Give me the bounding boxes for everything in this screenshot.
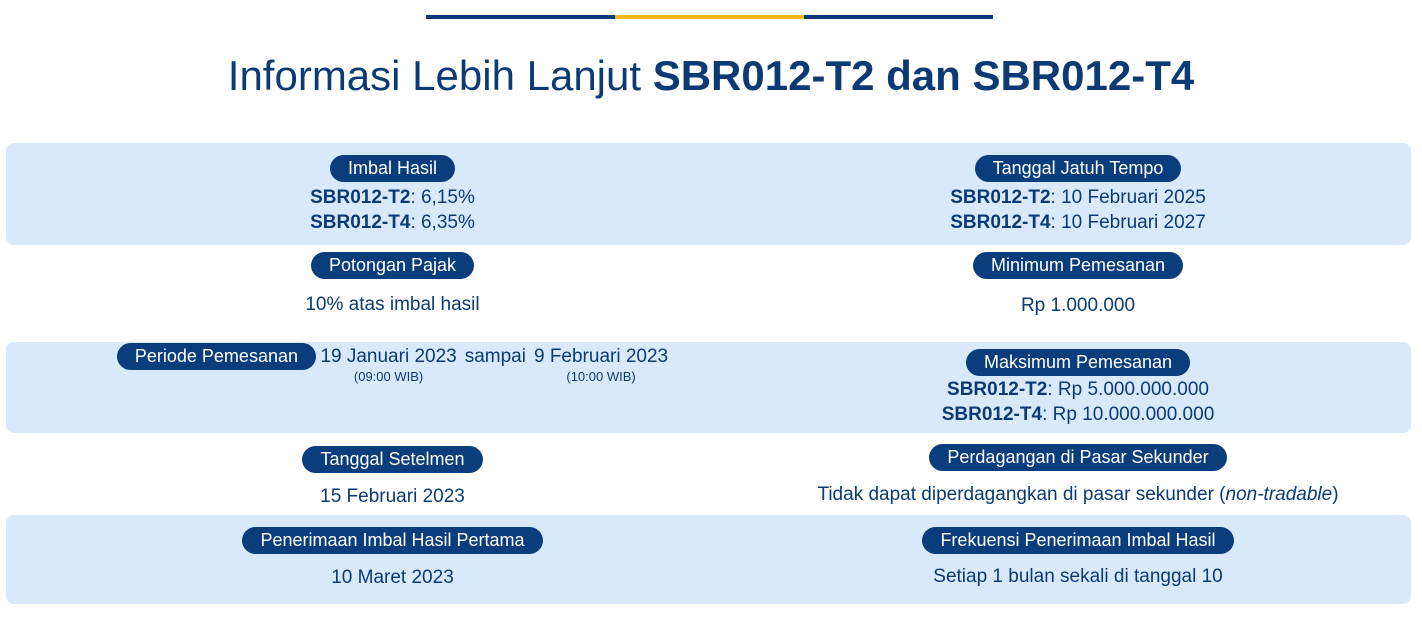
pasar-sekunder-label: Perdagangan di Pasar Sekunder [929,444,1227,471]
frekuensi-value: Setiap 1 bulan sekali di tanggal 10 [933,566,1223,587]
periode-label: Periode Pemesanan [116,343,316,370]
frekuensi-cell: Frekuensi Penerimaan Imbal Hasil Setiap … [779,527,1377,589]
pasar-sekunder-cell: Perdagangan di Pasar Sekunder Tidak dapa… [779,444,1377,507]
imbal-hasil-label: Imbal Hasil [329,155,456,182]
periode-separator: sampai [464,346,526,367]
periode-end-time: (10:00 WIB) [566,369,636,384]
potongan-pajak-cell: Potongan Pajak 10% atas imbal hasil [6,252,779,317]
maksimum-t4: SBR012-T4: Rp 10.000.000.000 [941,404,1215,425]
title-bold: SBR012-T2 dan SBR012-T4 [652,52,1195,99]
maksimum-label: Maksimum Pemesanan [965,349,1191,376]
jatuh-tempo-label: Tanggal Jatuh Tempo [974,155,1182,182]
frekuensi-label: Frekuensi Penerimaan Imbal Hasil [922,527,1234,554]
jatuh-tempo-cell: Tanggal Jatuh Tempo SBR012-T2: 10 Februa… [779,155,1377,235]
jatuh-tempo-t4: SBR012-T4: 10 Februari 2027 [950,212,1206,233]
maksimum-t2: SBR012-T2: Rp 5.000.000.000 [947,379,1209,400]
imbal-pertama-label: Penerimaan Imbal Hasil Pertama [242,527,543,554]
title-normal: Informasi Lebih Lanjut [227,52,653,99]
minimum-label: Minimum Pemesanan [972,252,1184,279]
imbal-pertama-cell: Penerimaan Imbal Hasil Pertama 10 Maret … [6,527,779,590]
potongan-pajak-label: Potongan Pajak [310,252,475,279]
imbal-hasil-t2: SBR012-T2: 6,15% [310,187,475,208]
divider-segment-left [426,15,615,19]
setelmen-cell: Tanggal Setelmen 15 Februari 2023 [6,446,779,509]
pasar-sekunder-value: Tidak dapat diperdagangkan di pasar seku… [817,484,1339,505]
setelmen-value: 15 Februari 2023 [320,486,465,507]
page-title: Informasi Lebih Lanjut SBR012-T2 dan SBR… [0,50,1422,102]
potongan-pajak-value: 10% atas imbal hasil [305,294,480,315]
setelmen-label: Tanggal Setelmen [302,446,483,473]
divider-segment-center [615,15,804,19]
minimum-cell: Minimum Pemesanan Rp 1.000.000 [779,252,1377,318]
jatuh-tempo-t2: SBR012-T2: 10 Februari 2025 [950,187,1206,208]
accent-divider [426,15,993,19]
imbal-hasil-cell: Imbal Hasil SBR012-T2: 6,15% SBR012-T4: … [6,155,779,235]
periode-end-date: 9 Februari 2023 [533,346,669,367]
periode-start-time: (09:00 WIB) [353,369,424,384]
maksimum-cell: Maksimum Pemesanan SBR012-T2: Rp 5.000.0… [779,349,1377,427]
periode-start: 19 Januari 2023 (09:00 WIB) [320,344,456,385]
periode-range: 19 Januari 2023 (09:00 WIB) sampai 9 Feb… [320,344,668,385]
periode-cell: Periode Pemesanan 19 Januari 2023 (09:00… [6,339,779,385]
periode-end: 9 Februari 2023 (10:00 WIB) [534,344,668,385]
divider-segment-right [804,15,993,19]
imbal-hasil-t4: SBR012-T4: 6,35% [310,212,475,233]
imbal-pertama-value: 10 Maret 2023 [331,567,454,588]
minimum-value: Rp 1.000.000 [1020,295,1136,316]
periode-start-date: 19 Januari 2023 [320,346,457,367]
